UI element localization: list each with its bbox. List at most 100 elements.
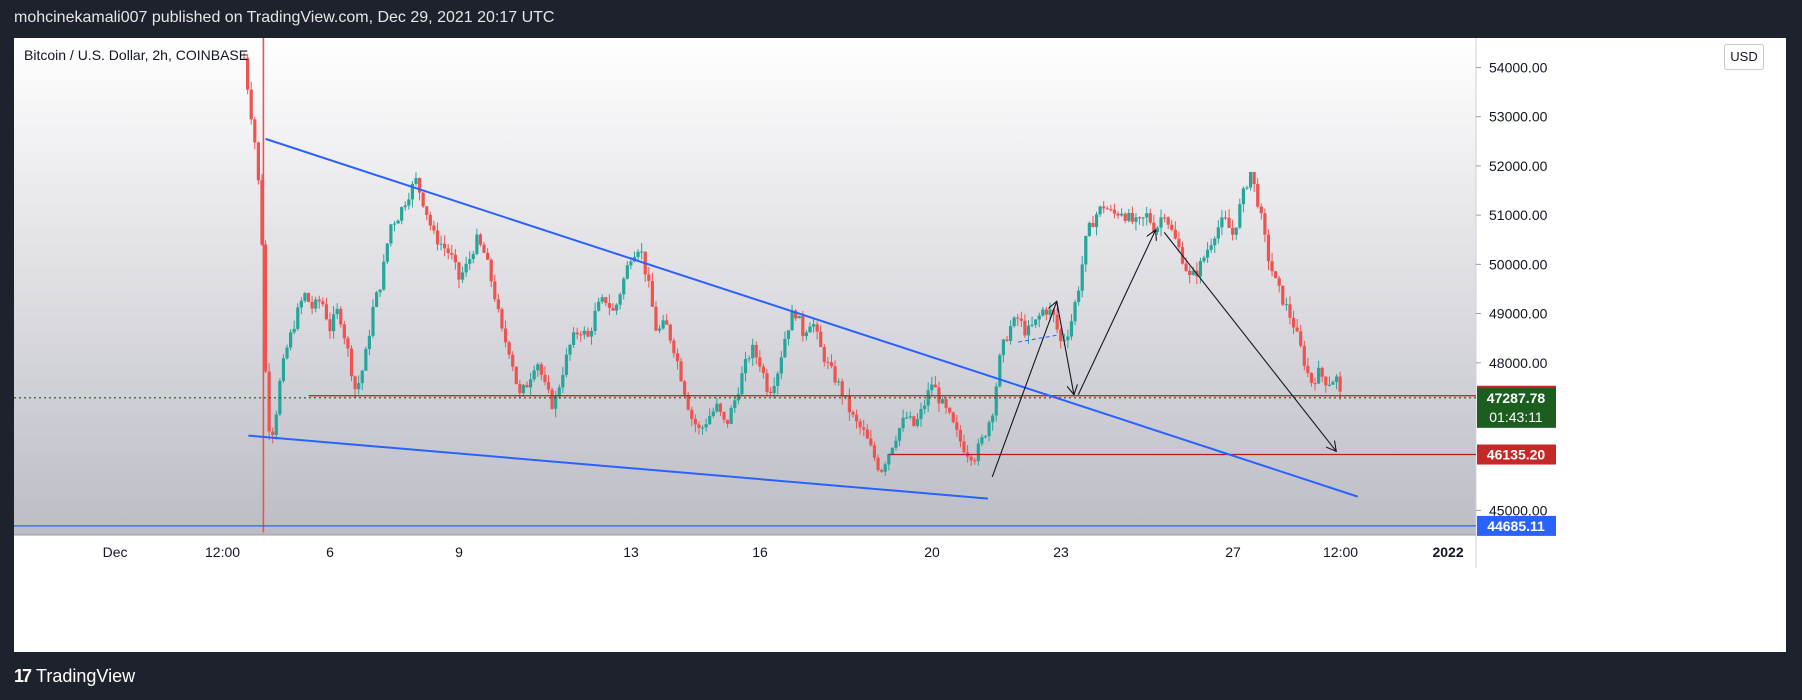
candle-up: [743, 359, 748, 374]
candle-down: [1130, 212, 1134, 222]
candle-down: [761, 366, 766, 374]
candle-up: [657, 328, 662, 331]
y-tick-label: 50000.00: [1489, 256, 1548, 272]
candle-down: [679, 361, 683, 382]
candle-down: [650, 280, 654, 307]
y-tick-label: 45000.00: [1489, 502, 1548, 518]
candle-up: [357, 383, 361, 390]
candle-up: [335, 308, 339, 315]
candle-up: [751, 344, 755, 359]
candle-down: [1188, 270, 1192, 276]
candle-up: [1248, 171, 1253, 188]
candle-up: [1155, 227, 1160, 232]
candle-down: [1274, 271, 1278, 279]
candle-up: [1026, 325, 1031, 336]
y-tick-label: 54000.00: [1489, 60, 1548, 76]
candle-up: [1331, 382, 1335, 385]
candle-down: [1112, 209, 1117, 214]
candle-down: [1306, 365, 1310, 373]
candle-down: [1170, 224, 1174, 230]
candle-down: [1116, 213, 1120, 216]
candle-up: [1205, 249, 1210, 258]
candle-up: [1334, 376, 1339, 383]
candle-up: [299, 300, 303, 308]
candle-up: [786, 330, 791, 339]
candle-down: [1162, 217, 1167, 219]
candle-up: [593, 310, 597, 331]
candle-down: [672, 340, 676, 354]
candle-down: [1266, 234, 1271, 262]
candle-up: [926, 390, 930, 406]
candle-down: [1291, 317, 1296, 328]
candle-down: [604, 297, 608, 304]
candle-down: [1281, 285, 1285, 305]
candle-down: [668, 324, 672, 341]
bottom-badge: [1477, 515, 1556, 536]
candle-down: [765, 373, 769, 392]
candle-up: [636, 251, 640, 257]
candle-down: [1231, 227, 1235, 235]
candle-down: [1223, 217, 1228, 219]
candle-up: [385, 243, 389, 262]
candle-up: [561, 374, 565, 388]
candle-up: [887, 453, 891, 465]
countdown-label: 01:43:11: [1489, 409, 1543, 425]
x-tick-label: 9: [455, 544, 463, 560]
candle-down: [421, 192, 425, 207]
candle-down: [854, 414, 859, 422]
candle-up: [625, 265, 629, 279]
tradingview-logo[interactable]: 17 TradingView: [14, 666, 135, 687]
candle-up: [640, 251, 644, 253]
candle-down: [686, 394, 690, 410]
publisher-header: mohcinekamali007 published on TradingVie…: [14, 9, 555, 26]
candle-down: [353, 376, 357, 390]
currency-badge[interactable]: USD: [1724, 44, 1764, 70]
candle-down: [768, 391, 773, 394]
candle-down: [450, 253, 454, 255]
y-tick-label: 53000.00: [1489, 109, 1548, 125]
y-tick-label: 49000.00: [1489, 306, 1548, 322]
candle-down: [550, 389, 554, 409]
candle-up: [837, 381, 841, 383]
candle-up: [1084, 235, 1088, 265]
candle-down: [253, 119, 257, 143]
candle-up: [618, 294, 622, 305]
candle-down: [1184, 263, 1188, 271]
projection-arrow: [1077, 230, 1155, 395]
candle-up: [708, 415, 712, 425]
candle-down: [1109, 209, 1113, 211]
candle-down: [271, 431, 275, 435]
candle-down: [654, 306, 658, 331]
candle-up: [804, 332, 809, 337]
candle-down: [503, 328, 508, 343]
x-tick-label: 23: [1053, 544, 1069, 560]
candle-up: [1220, 217, 1224, 228]
candle-up: [460, 272, 465, 280]
candle-up: [661, 320, 665, 329]
candle-up: [894, 440, 898, 448]
candle-down: [1005, 339, 1009, 341]
candle-up: [811, 324, 816, 327]
candle-down: [546, 382, 551, 390]
candle-down: [543, 374, 547, 383]
candle-down: [432, 225, 436, 231]
candle-up: [1066, 336, 1070, 341]
candle-up: [1213, 238, 1217, 246]
chart-frame[interactable]: 45000.00 48000.00 49000.00 50000.00 51000.00…: [14, 38, 1786, 652]
candle-up: [797, 315, 801, 319]
candlestick-chart[interactable]: 45000.00 48000.00 49000.00 50000.00 51000.00…: [14, 38, 1786, 652]
projection-arrow: [1056, 301, 1074, 394]
projection-arrow: [1163, 232, 1336, 451]
candle-up: [600, 297, 604, 302]
candle-up: [392, 223, 397, 225]
candle-down: [428, 214, 432, 226]
candle-up: [729, 408, 733, 424]
symbol-label: Bitcoin / U.S. Dollar, 2h, COINBASE: [24, 47, 249, 63]
candle-up: [289, 332, 293, 348]
candle-up: [779, 357, 783, 374]
candle-down: [801, 315, 805, 337]
candle-up: [331, 314, 336, 332]
candle-down: [754, 344, 758, 358]
candle-up: [711, 411, 715, 416]
candle-down: [955, 422, 959, 430]
